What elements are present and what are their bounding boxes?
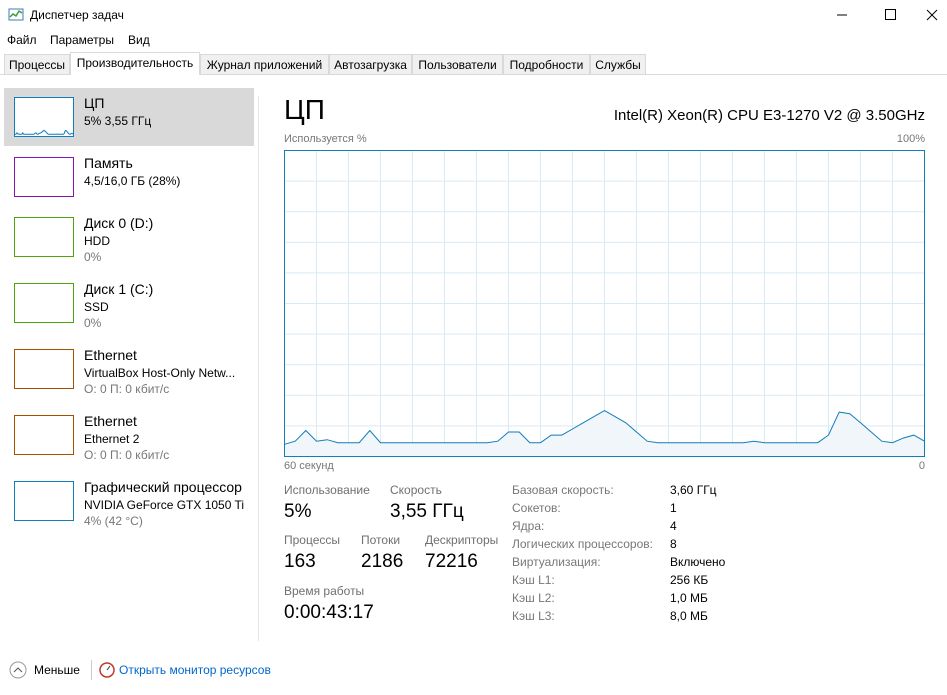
footer-separator xyxy=(91,660,92,680)
sidebar-line[interactable]: 4% (42 °C) xyxy=(84,514,143,528)
cpu-area xyxy=(284,410,925,457)
x-right-label: 0 xyxy=(918,460,925,472)
spec-label: Виртуализация: xyxy=(512,555,601,569)
stat-value: 163 xyxy=(284,551,316,572)
stat-value: 0:00:43:17 xyxy=(284,602,374,623)
stat-value: 72216 xyxy=(425,551,478,572)
sidebar-title[interactable]: Ethernet xyxy=(84,413,137,429)
y-label: Используется % xyxy=(284,133,367,145)
x-left-label: 60 секунд xyxy=(284,460,334,472)
footer-line xyxy=(0,650,947,651)
spec-value: 1 xyxy=(670,501,677,515)
spec-value: 4 xyxy=(670,519,677,533)
sidebar-thumbnail[interactable] xyxy=(14,481,74,521)
separator xyxy=(258,96,259,641)
stat-value: 2186 xyxy=(361,551,404,572)
graph-border xyxy=(284,150,925,457)
menu-item[interactable]: Файл xyxy=(7,33,37,47)
sidebar-line[interactable]: О: 0 П: 0 кбит/с xyxy=(84,448,170,462)
cpu-line xyxy=(284,410,925,445)
less-icon[interactable] xyxy=(9,661,27,679)
spec-label: Сокетов: xyxy=(512,501,561,515)
window-title: Диспетчер задач xyxy=(30,8,124,22)
app-icon xyxy=(8,8,24,21)
cpu-model: Intel(R) Xeon(R) CPU E3-1270 V2 @ 3.50GH… xyxy=(613,107,925,124)
spec-label: Кэш L1: xyxy=(512,573,555,587)
stat-label: Процессы xyxy=(284,533,341,547)
sidebar-thumbnail[interactable] xyxy=(14,283,74,323)
spec-value: 8 xyxy=(670,537,677,551)
tab[interactable]: Журнал приложений xyxy=(200,54,329,74)
tab[interactable]: Службы xyxy=(590,54,646,74)
sidebar-thumbnail[interactable] xyxy=(14,97,74,137)
cpu-graph xyxy=(284,150,925,457)
sidebar-title[interactable]: Диск 0 (D:) xyxy=(84,215,154,231)
stat-label: Использование xyxy=(284,483,370,497)
tab[interactable]: Производительность xyxy=(70,52,200,75)
sidebar-line[interactable]: 0% xyxy=(84,250,102,264)
sidebar-line[interactable]: Ethernet 2 xyxy=(84,432,140,446)
tab[interactable]: Процессы xyxy=(4,54,70,74)
less-button[interactable]: Меньше xyxy=(34,663,80,677)
detail-title: ЦП xyxy=(284,94,325,125)
tab[interactable]: Пользователи xyxy=(412,54,503,74)
sidebar-title[interactable]: Память xyxy=(84,155,133,171)
stat-label: Потоки xyxy=(361,533,401,547)
sidebar-title[interactable]: Графический процессор xyxy=(84,479,242,495)
stat-label: Время работы xyxy=(284,584,365,598)
sidebar-line[interactable]: 4,5/16,0 ГБ (28%) xyxy=(84,174,181,188)
stat-label: Скорость xyxy=(390,483,442,497)
spec-value: 8,0 МБ xyxy=(670,609,708,623)
sidebar-thumbnail[interactable] xyxy=(14,415,74,455)
tab[interactable]: Автозагрузка xyxy=(329,54,412,74)
monitor-icon[interactable] xyxy=(99,662,115,678)
sidebar-line[interactable]: NVIDIA GeForce GTX 1050 Ti xyxy=(84,498,245,512)
sidebar-line[interactable]: 5% 3,55 ГГц xyxy=(84,114,152,128)
menu-item[interactable]: Параметры xyxy=(50,33,114,47)
sidebar-line[interactable]: SSD xyxy=(84,300,109,314)
spec-value: 256 КБ xyxy=(670,573,709,587)
spec-value: Включено xyxy=(670,555,726,569)
sidebar-thumbnail[interactable] xyxy=(14,157,74,197)
spec-label: Логических процессоров: xyxy=(512,537,653,551)
stat-label: Дескрипторы xyxy=(425,533,499,547)
menu-item[interactable]: Вид xyxy=(128,33,150,47)
spec-label: Кэш L3: xyxy=(512,609,555,623)
y-max-label: 100% xyxy=(896,133,925,145)
thumbnail-line xyxy=(14,129,74,135)
window-controls[interactable] xyxy=(810,0,947,30)
monitor-link[interactable]: Открыть монитор ресурсов xyxy=(119,663,271,677)
spec-value: 1,0 МБ xyxy=(670,591,708,605)
sidebar-line[interactable]: VirtualBox Host-Only Netw... xyxy=(84,366,236,380)
sidebar-line[interactable]: HDD xyxy=(84,234,110,248)
stat-value: 3,55 ГГц xyxy=(390,501,464,522)
sidebar-thumbnail[interactable] xyxy=(14,349,74,389)
sidebar-title[interactable]: Диск 1 (C:) xyxy=(84,281,154,297)
thumbnail-graph xyxy=(14,129,74,135)
spec-label: Базовая скорость: xyxy=(512,483,614,497)
sidebar-title[interactable]: ЦП xyxy=(84,95,105,111)
spec-label: Ядра: xyxy=(512,519,545,533)
tab-line xyxy=(0,74,947,75)
stat-value: 5% xyxy=(284,501,312,522)
tab[interactable]: Подробности xyxy=(503,54,590,74)
spec-label: Кэш L2: xyxy=(512,591,555,605)
spec-value: 3,60 ГГц xyxy=(670,483,717,497)
sidebar-line[interactable]: 0% xyxy=(84,316,102,330)
sidebar-line[interactable]: О: 0 П: 0 кбит/с xyxy=(84,382,170,396)
sidebar-thumbnail[interactable] xyxy=(14,217,74,257)
sidebar-title[interactable]: Ethernet xyxy=(84,347,137,363)
